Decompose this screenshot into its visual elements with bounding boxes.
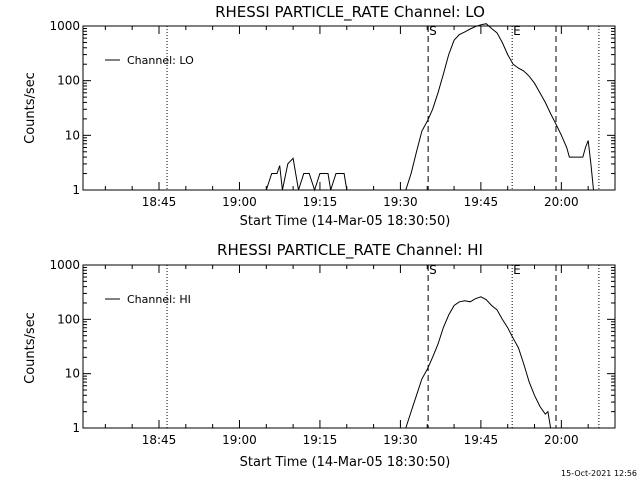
chart-panel-hi: RHESSI PARTICLE_RATE Channel: HI Counts/… bbox=[23, 241, 616, 470]
y-axis-label: Counts/sec bbox=[23, 72, 38, 144]
y-axis-label: Counts/sec bbox=[23, 312, 38, 384]
y-tick-label: 100 bbox=[57, 312, 80, 326]
plot-frame bbox=[82, 25, 616, 191]
end-marker-label: E bbox=[513, 24, 521, 38]
series-line bbox=[405, 296, 552, 429]
y-tick-label: 100 bbox=[57, 74, 80, 88]
legend-label: Channel: HI bbox=[127, 293, 191, 306]
x-tick-label: 19:30 bbox=[383, 433, 418, 447]
x-tick-label: 19:15 bbox=[303, 433, 338, 447]
chart-panel-lo: RHESSI PARTICLE_RATE Channel: LO Counts/… bbox=[23, 3, 616, 229]
y-tick-label: 10 bbox=[65, 367, 80, 381]
legend-label: Channel: LO bbox=[127, 54, 194, 67]
x-tick-label: 20:00 bbox=[544, 195, 579, 209]
y-tick-label: 1 bbox=[72, 421, 80, 435]
x-axis-label: Start Time (14-Mar-05 18:30:50) bbox=[240, 214, 451, 229]
x-axis-label: Start Time (14-Mar-05 18:30:50) bbox=[240, 455, 451, 470]
x-tick-label: 19:45 bbox=[464, 433, 499, 447]
chart-title: RHESSI PARTICLE_RATE Channel: LO bbox=[215, 3, 485, 22]
y-tick-label: 1000 bbox=[49, 19, 80, 33]
x-tick-label: 18:45 bbox=[142, 195, 177, 209]
footer-timestamp: 15-Oct-2021 12:56 bbox=[561, 469, 637, 478]
x-tick-label: 18:45 bbox=[142, 433, 177, 447]
end-marker-label: E bbox=[513, 263, 521, 277]
start-marker-label: S bbox=[429, 263, 437, 277]
y-tick-label: 1000 bbox=[49, 258, 80, 272]
y-tick-label: 1 bbox=[72, 183, 80, 197]
x-tick-label: 19:30 bbox=[383, 195, 418, 209]
start-marker-label: S bbox=[429, 24, 437, 38]
x-tick-label: 19:00 bbox=[222, 195, 257, 209]
x-tick-label: 19:00 bbox=[222, 433, 257, 447]
x-tick-label: 19:45 bbox=[464, 195, 499, 209]
y-tick-label: 10 bbox=[65, 128, 80, 142]
x-tick-label: 19:15 bbox=[303, 195, 338, 209]
x-tick-label: 20:00 bbox=[544, 433, 579, 447]
chart-title: RHESSI PARTICLE_RATE Channel: HI bbox=[217, 241, 483, 260]
series-line bbox=[265, 23, 594, 192]
plot-frame bbox=[82, 264, 616, 429]
